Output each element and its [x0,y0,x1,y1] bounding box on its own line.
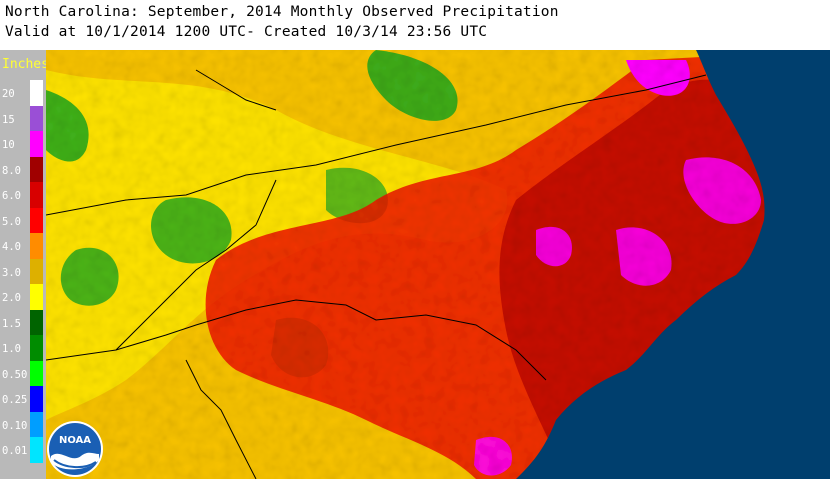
wv-va-boundary [195,69,277,111]
legend-swatch [30,182,43,208]
map-title: North Carolina: September, 2014 Monthly … [5,4,559,20]
header: North Carolina: September, 2014 Monthly … [0,0,830,50]
legend-swatch [30,131,43,157]
noaa-logo: NOAA [46,420,104,478]
legend-swatch [30,335,43,361]
legend-tick-label: 6.0 [2,190,21,202]
nc-sc-boundary [46,299,547,381]
legend-swatch [30,156,43,182]
legend-swatch [30,233,43,259]
legend-tick-label: 4.0 [2,241,21,253]
legend-tick-label: 3.0 [2,266,21,279]
legend: Inches 20 15 10 8.0 6.0 5.0 4.0 3.0 2.0 1.5 1.0 0.5… [0,50,49,479]
precip-zone-magenta-5 [474,436,512,476]
legend-tick-label: 0.50 [2,368,28,381]
legend-swatch [30,207,43,233]
noaa-logo-text: NOAA [59,435,91,446]
map-subtitle: Valid at 10/1/2014 1200 UTC- Created 10/… [5,24,488,40]
precip-zone-magenta-2 [683,157,761,224]
ocean [516,50,830,479]
legend-unit-label: Inches [2,57,49,72]
legend-swatch [30,284,43,310]
va-nc-boundary [46,74,707,216]
precip-zone-green-3 [151,197,232,264]
legend-tick-label: 0.01 [2,445,28,457]
legend-swatch [30,309,43,335]
legend-swatch [30,258,43,284]
legend-swatch [30,437,43,463]
legend-tick-label: 5.0 [2,215,21,228]
legend-swatch [30,105,43,131]
legend-tick-label: 20 [2,88,15,100]
precip-zone-magenta-4 [536,226,572,267]
legend-tick-label: 1.0 [2,343,21,355]
legend-tick-label: 8.0 [2,164,21,177]
nc-tn-boundary [115,179,277,351]
legend-swatch [30,80,43,106]
boundaries [46,69,707,479]
legend-tick-label: 15 [2,113,15,126]
legend-swatch [30,386,43,412]
precip-zone-green-4 [60,247,119,306]
legend-tick-label: 2.0 [2,292,21,304]
legend-tick-label: 1.5 [2,317,21,330]
precip-zone-green-1 [46,90,89,162]
legend-tick-label: 0.25 [2,394,28,406]
map-canvas [46,50,830,479]
precip-zone-green-2 [367,50,458,121]
legend-tick-label: 10 [2,139,15,151]
sc-ga-boundary [185,359,257,479]
legend-tick-label: 0.10 [2,419,28,432]
precip-zone-magenta-1 [626,60,690,96]
precipitation-map [46,50,830,479]
legend-swatch [30,360,43,386]
precip-zone-magenta-3 [616,227,672,286]
legend-swatch [30,411,43,437]
